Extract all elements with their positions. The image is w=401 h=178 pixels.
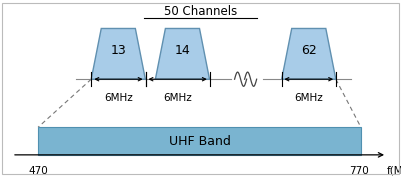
Bar <box>38 127 361 155</box>
Text: 62: 62 <box>301 44 317 57</box>
Text: f(MHz): f(MHz) <box>387 166 401 176</box>
Text: 6MHz: 6MHz <box>294 93 323 103</box>
Text: 6MHz: 6MHz <box>104 93 133 103</box>
Text: 13: 13 <box>110 44 126 57</box>
Text: 470: 470 <box>28 166 48 176</box>
Text: 6MHz: 6MHz <box>163 93 192 103</box>
Text: 14: 14 <box>174 44 190 57</box>
Polygon shape <box>91 28 145 79</box>
Text: 770: 770 <box>349 166 369 176</box>
Polygon shape <box>156 28 209 79</box>
Text: 50 Channels: 50 Channels <box>164 5 237 18</box>
Text: UHF Band: UHF Band <box>168 135 231 148</box>
Polygon shape <box>282 28 336 79</box>
